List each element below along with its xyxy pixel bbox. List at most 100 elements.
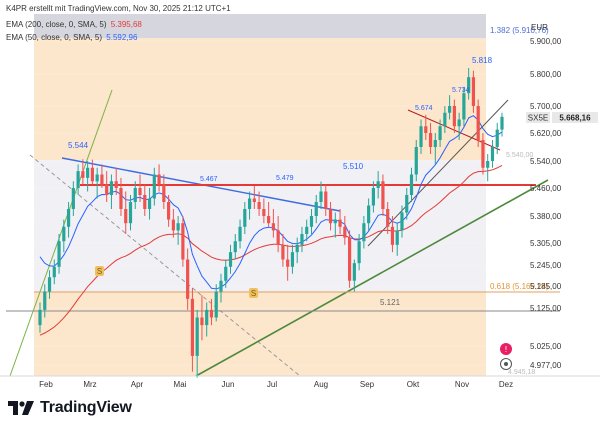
ema200-value: 5.395,68 xyxy=(110,20,142,29)
candle xyxy=(171,209,175,238)
y-tick-label: 5.800,00 xyxy=(530,70,562,79)
candle xyxy=(490,140,495,168)
candle xyxy=(281,234,285,267)
y-tick-label: 5.245,00 xyxy=(530,261,562,270)
y-tick-label: 5.185,00 xyxy=(530,282,562,291)
candle xyxy=(62,219,66,253)
candle xyxy=(90,159,94,185)
candle xyxy=(452,99,456,133)
candle xyxy=(166,195,171,227)
black-uptrend-line xyxy=(367,99,509,247)
candle xyxy=(500,112,504,137)
ema200-line xyxy=(39,164,503,336)
ema200-label: EMA (200, close, 0, SMA, 5) xyxy=(6,20,107,29)
candle xyxy=(190,287,195,372)
candle xyxy=(367,198,371,231)
candle xyxy=(267,202,271,227)
svg-text:!: ! xyxy=(504,345,507,354)
candle xyxy=(314,195,318,224)
candle xyxy=(262,198,266,224)
y-axis: 5.900,00 5.800,00 5.700,00 5.620,00 5.540,00… xyxy=(530,37,562,370)
candle xyxy=(128,195,133,231)
candle xyxy=(476,99,480,147)
x-tick-label: Mrz xyxy=(83,380,96,389)
ema50-legend[interactable]: EMA (50, close, 0, SMA, 5) 5.592,96 xyxy=(6,33,139,42)
candle xyxy=(186,248,190,310)
candle xyxy=(467,68,471,100)
candle xyxy=(195,309,199,378)
candle xyxy=(209,298,214,326)
candle xyxy=(181,216,185,267)
symbol-tag: SX5E xyxy=(526,112,550,123)
candle xyxy=(114,167,118,195)
alert-icon[interactable]: ! xyxy=(500,343,512,355)
candle xyxy=(81,159,85,185)
candle xyxy=(424,114,428,140)
candle xyxy=(333,212,337,238)
candle xyxy=(243,202,247,234)
candle xyxy=(119,177,123,216)
candle xyxy=(438,119,442,147)
s-marker-1: S xyxy=(95,266,104,276)
candle xyxy=(300,226,304,253)
x-tick-label: Okt xyxy=(407,380,420,389)
x-tick-label: Sep xyxy=(360,380,375,389)
x-tick-label: Nov xyxy=(455,380,469,389)
candle xyxy=(157,164,161,192)
label-5540: 5.540,00 xyxy=(506,152,533,159)
candle xyxy=(419,119,423,154)
candle xyxy=(481,133,485,175)
x-tick-label: Dez xyxy=(499,380,513,389)
candle xyxy=(147,188,152,220)
candle xyxy=(200,295,204,341)
candle xyxy=(143,184,147,216)
candle xyxy=(238,219,242,249)
candle xyxy=(228,244,233,274)
candle xyxy=(219,273,223,303)
x-tick-label: Jul xyxy=(267,380,277,389)
candle xyxy=(347,230,352,288)
candle xyxy=(400,205,404,238)
candle xyxy=(295,237,299,264)
label-5674: 5.674 xyxy=(415,105,433,112)
candle xyxy=(124,191,128,234)
x-tick-label: Feb xyxy=(39,380,53,389)
candle xyxy=(443,106,447,133)
green-support-line xyxy=(195,179,549,377)
label-5510: 5.510 xyxy=(343,162,364,171)
x-tick-label: Mai xyxy=(174,380,187,389)
ema200-legend[interactable]: EMA (200, close, 0, SMA, 5) 5.395,68 xyxy=(6,20,144,29)
candle xyxy=(105,171,109,202)
label-5121: 5.121 xyxy=(380,298,401,307)
candle xyxy=(338,209,342,234)
candle xyxy=(395,223,399,256)
candle xyxy=(328,202,333,231)
candle xyxy=(57,234,61,274)
candle xyxy=(448,95,452,120)
candle xyxy=(309,209,314,234)
candle xyxy=(386,202,390,234)
s-marker-2: S xyxy=(249,288,258,298)
candle xyxy=(495,122,499,154)
ema50-label: EMA (50, close, 0, SMA, 5) xyxy=(6,33,103,42)
candle xyxy=(76,164,80,195)
candle xyxy=(214,284,218,322)
candle xyxy=(409,167,414,202)
candle xyxy=(357,234,361,271)
x-tick-label: Apr xyxy=(131,380,144,389)
label-5818: 5.818 xyxy=(472,56,493,65)
candle xyxy=(371,181,376,213)
candle xyxy=(305,219,309,242)
candle xyxy=(152,167,156,206)
y-tick-label: 5.540,00 xyxy=(530,157,562,166)
candle xyxy=(162,174,166,209)
event-icon[interactable] xyxy=(500,358,512,370)
candle xyxy=(290,244,295,274)
tradingview-logo[interactable]: TradingView xyxy=(8,398,132,418)
candle xyxy=(38,302,42,333)
candle xyxy=(224,259,228,288)
candle xyxy=(205,302,209,337)
candle xyxy=(52,259,56,285)
x-tick-label: Jun xyxy=(222,380,235,389)
header-line1: K4PR erstellt mit TradingView.com, Nov 3… xyxy=(6,4,231,13)
